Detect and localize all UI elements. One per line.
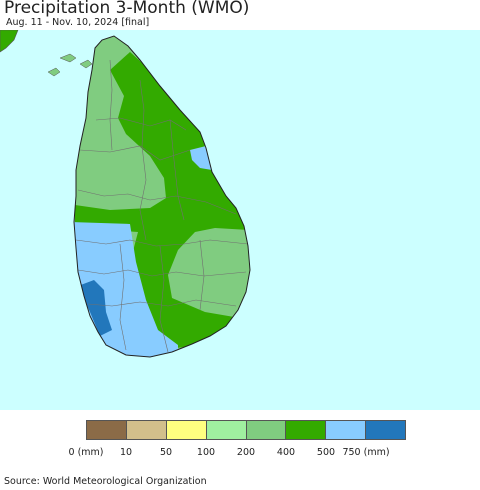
legend-swatch-3 — [206, 421, 247, 439]
legend-tick-label: 500 — [316, 447, 336, 458]
source-text: Source: World Meteorological Organizatio… — [4, 476, 207, 487]
legend-swatch-4 — [246, 421, 287, 439]
legend-swatch-7 — [366, 421, 405, 439]
district-borders — [75, 59, 249, 353]
legend-tick-label: 100 — [196, 447, 216, 458]
legend-colorbar — [86, 420, 406, 440]
legend-tick-label: 10 — [119, 447, 133, 458]
legend-swatch-0 — [87, 421, 127, 439]
precipitation-map — [0, 30, 480, 410]
map-subtitle: Aug. 11 - Nov. 10, 2024 [final] — [6, 17, 150, 28]
legend-tick-label: 750 (mm) — [342, 447, 390, 458]
legend-tick-label: 50 — [159, 447, 173, 458]
legend-tick-label: 400 — [276, 447, 296, 458]
legend-swatch-6 — [326, 421, 367, 439]
sri-lanka-coastline — [73, 35, 251, 358]
legend-tick-label: 200 — [236, 447, 256, 458]
legend-swatch-1 — [126, 421, 167, 439]
legend-tick-label: 0 (mm) — [68, 447, 104, 458]
map-title: Precipitation 3-Month (WMO) — [4, 0, 250, 18]
legend-swatch-2 — [166, 421, 207, 439]
zone-400-500 — [75, 52, 250, 350]
zone-750-plus — [78, 280, 112, 336]
india-landmass — [0, 30, 19, 53]
legend-tick-labels: 0 (mm) 10 50 100 200 400 500 750 (mm) — [0, 447, 480, 461]
legend-swatch-5 — [286, 421, 327, 439]
jaffna-islands — [47, 53, 93, 77]
